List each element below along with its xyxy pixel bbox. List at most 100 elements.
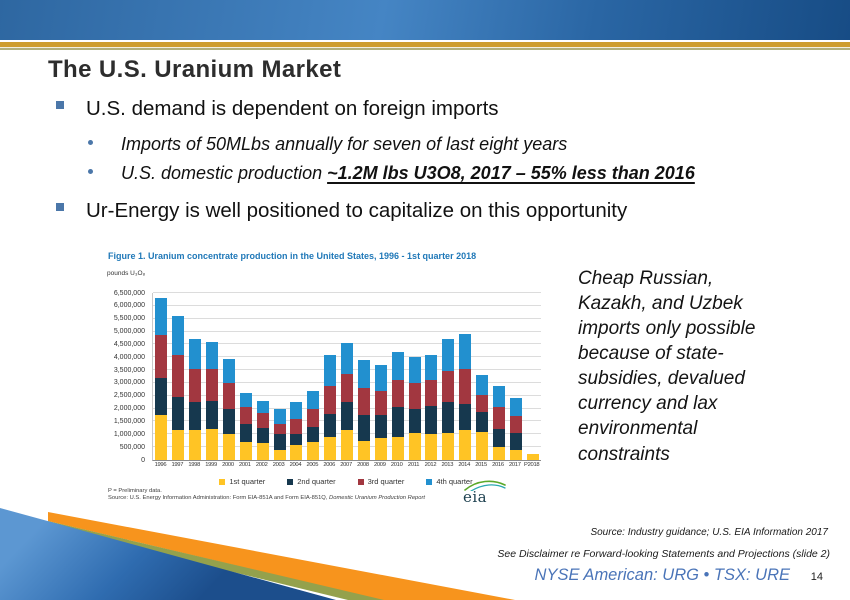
legend-swatch-icon <box>426 478 433 485</box>
segment-2003-1st-quarter <box>273 449 286 460</box>
bar-stack <box>307 390 320 460</box>
segment-2014-4th-quarter <box>459 334 472 369</box>
bar-1996 <box>153 293 170 460</box>
bar-2008 <box>356 293 373 460</box>
bar-stack <box>172 316 185 460</box>
segment-1997-3rd-quarter <box>172 354 185 398</box>
segment-2013-2nd-quarter <box>442 402 455 434</box>
gridline <box>153 304 541 306</box>
y-tick-label: 2,000,000 <box>113 405 145 413</box>
x-tick-label: 2015 <box>475 462 487 468</box>
segment-2009-3rd-quarter <box>374 390 387 416</box>
segment-2000-4th-quarter <box>222 358 235 383</box>
x-tick-label: 2016 <box>492 462 504 468</box>
bar-stack <box>391 352 404 460</box>
bullet-dot-icon <box>88 169 93 174</box>
x-tick-label: 2003 <box>272 462 285 468</box>
segment-2004-3rd-quarter <box>290 418 303 435</box>
segment-1999-2nd-quarter <box>206 400 219 430</box>
x-tick-label: 1999 <box>205 462 217 468</box>
bar-2014 <box>457 293 474 460</box>
bullet-demand-text: U.S. demand is dependent on foreign impo… <box>86 97 499 120</box>
segment-2011-3rd-quarter <box>408 382 421 409</box>
segment-1996-1st-quarter <box>155 415 168 460</box>
segment-1997-4th-quarter <box>172 316 185 355</box>
source-line-1: Source: Industry guidance; U.S. EIA Info… <box>590 527 828 538</box>
x-tick-label: 2017 <box>508 462 521 468</box>
x-tick-label: 2002 <box>255 462 268 468</box>
segment-2015-2nd-quarter <box>476 412 489 432</box>
segment-2008-3rd-quarter <box>357 388 370 416</box>
bar-stack <box>222 358 235 460</box>
segment-1999-4th-quarter <box>206 341 219 369</box>
y-tick-label: 4,500,000 <box>113 340 145 348</box>
segment-2017-2nd-quarter <box>509 433 522 450</box>
bar-stack <box>526 453 539 460</box>
y-tick-label: 500,000 <box>119 443 145 451</box>
segment-2007-2nd-quarter <box>341 402 354 431</box>
x-tick-label: 2001 <box>238 462 251 468</box>
legend-label: 3rd quarter <box>367 477 405 486</box>
bar-stack <box>256 400 269 460</box>
bar-2016 <box>491 293 508 460</box>
bar-1997 <box>170 293 187 460</box>
segment-2010-3rd-quarter <box>391 380 404 408</box>
bar-2003 <box>271 293 288 460</box>
x-tick-label: 1996 <box>154 462 167 468</box>
legend-label: 4th quarter <box>436 477 473 486</box>
bullet-square-icon <box>56 101 64 109</box>
x-tick-label: 2006 <box>323 462 336 468</box>
bar-stack <box>357 359 370 460</box>
bar-2017 <box>507 293 524 460</box>
segment-2006-3rd-quarter <box>324 385 337 414</box>
segment-1998-2nd-quarter <box>189 402 202 431</box>
chart-y-axis-label: pounds U₃O₈ <box>107 270 146 277</box>
segment-2002-2nd-quarter <box>256 427 269 444</box>
bullet-square-icon <box>56 203 64 211</box>
segment-2002-4th-quarter <box>256 400 269 413</box>
eia-swoosh-icon <box>464 480 506 491</box>
bar-stack <box>189 339 202 460</box>
segment-2012-1st-quarter <box>425 434 438 460</box>
segment-2003-3rd-quarter <box>273 424 286 435</box>
bar-stack <box>442 339 455 460</box>
segment-1998-3rd-quarter <box>189 368 202 403</box>
y-tick-label: 0 <box>141 456 145 464</box>
divider-white-line <box>0 40 850 42</box>
segment-2002-1st-quarter <box>256 443 269 460</box>
bullet-urenergy: Ur-Energy is well positioned to capitali… <box>56 199 627 223</box>
x-tick-label: 2008 <box>357 462 369 468</box>
bar-stack <box>206 341 219 460</box>
segment-2011-4th-quarter <box>408 357 421 383</box>
segment-2007-4th-quarter <box>341 343 354 374</box>
page-number: 14 <box>810 571 823 583</box>
legend-item-1st-quarter: 1st quarter <box>219 477 265 486</box>
top-banner <box>0 0 850 40</box>
divider-gold-line <box>0 42 850 47</box>
footnote-preliminary: P = Preliminary data. <box>108 488 162 494</box>
bullet-demand: U.S. demand is dependent on foreign impo… <box>56 97 499 121</box>
x-tick-label: 2004 <box>289 462 302 468</box>
bar-2012 <box>423 293 440 460</box>
legend-label: 1st quarter <box>229 477 266 486</box>
segment-2017-4th-quarter <box>509 398 522 417</box>
segment-2009-1st-quarter <box>374 438 387 460</box>
segment-2017-3rd-quarter <box>509 416 522 434</box>
gold-divider <box>0 40 850 50</box>
segment-1999-3rd-quarter <box>206 368 219 401</box>
x-tick-label: 2000 <box>222 462 234 468</box>
segment-2001-1st-quarter <box>239 442 252 460</box>
legend-item-3rd-quarter: 3rd quarter <box>357 477 405 486</box>
segment-2012-4th-quarter <box>425 354 438 381</box>
segment-1998-1st-quarter <box>189 430 202 460</box>
segment-2015-3rd-quarter <box>476 394 489 413</box>
segment-2000-2nd-quarter <box>222 408 235 435</box>
x-tick-label: 1998 <box>188 462 201 468</box>
sub-bullet-imports: Imports of 50MLbs annually for seven of … <box>88 134 567 155</box>
bar-stack <box>425 354 438 460</box>
x-tick-label: 2014 <box>458 462 471 468</box>
bullet-dot-icon <box>88 140 93 145</box>
segment-2001-3rd-quarter <box>239 407 252 425</box>
segment-2005-4th-quarter <box>307 390 320 409</box>
